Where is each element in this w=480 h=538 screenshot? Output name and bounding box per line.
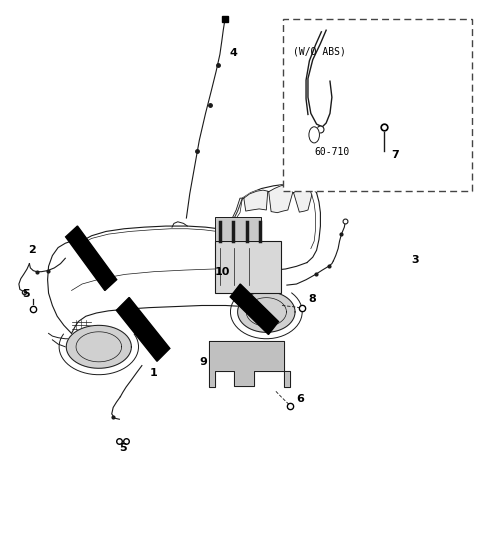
Bar (215, 217, 261, 240)
Text: 60-710: 60-710 (314, 147, 349, 157)
Polygon shape (294, 186, 312, 212)
Text: 3: 3 (411, 254, 419, 265)
Polygon shape (209, 342, 290, 387)
Polygon shape (269, 185, 293, 213)
Text: 4: 4 (229, 48, 237, 58)
Polygon shape (66, 226, 117, 291)
Polygon shape (227, 198, 242, 231)
Text: 1: 1 (150, 369, 158, 378)
Ellipse shape (309, 127, 320, 143)
Polygon shape (66, 325, 132, 369)
Bar (215, 240, 281, 293)
FancyBboxPatch shape (283, 19, 472, 191)
Text: 2: 2 (28, 245, 36, 255)
Text: 7: 7 (391, 150, 398, 160)
Text: 9: 9 (199, 357, 207, 366)
Polygon shape (238, 292, 295, 332)
Text: 5: 5 (22, 289, 30, 299)
Text: (W/O ABS): (W/O ABS) (293, 46, 346, 56)
Text: 8: 8 (308, 294, 316, 305)
Text: 10: 10 (215, 267, 230, 278)
Text: 5: 5 (119, 443, 127, 454)
Polygon shape (244, 190, 268, 211)
Polygon shape (116, 298, 170, 362)
Text: 6: 6 (297, 394, 304, 404)
Polygon shape (230, 284, 278, 335)
